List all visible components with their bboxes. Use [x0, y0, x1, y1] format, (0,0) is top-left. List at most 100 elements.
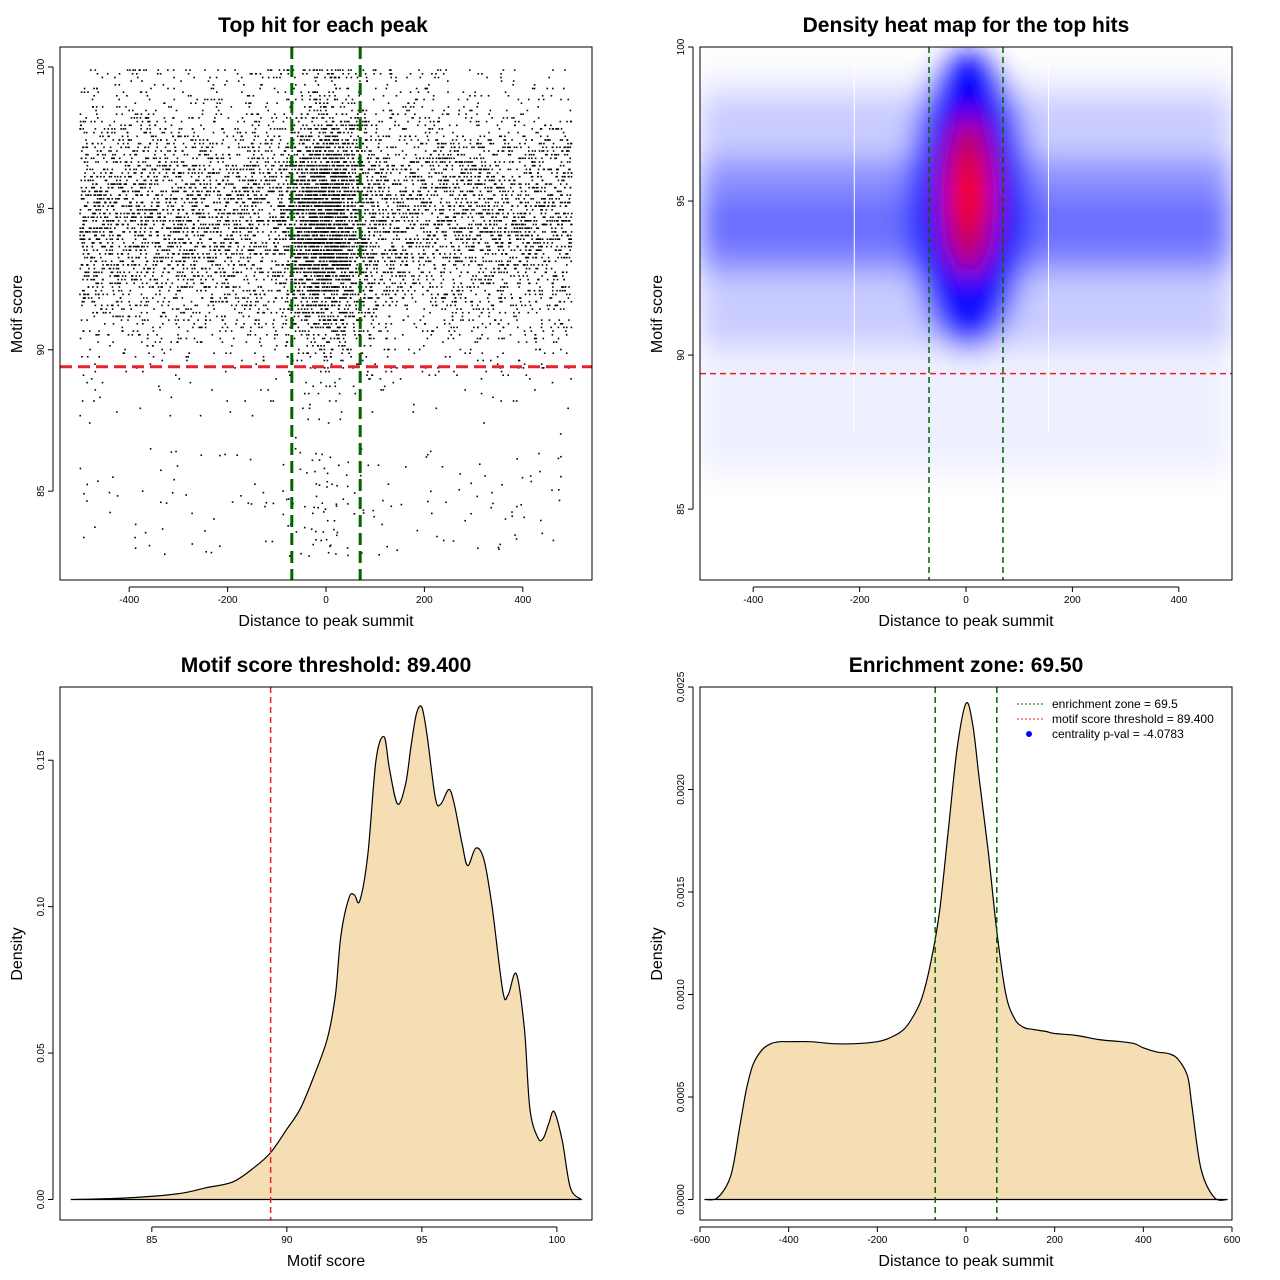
scatter-point: [82, 289, 84, 292]
scatter-point: [393, 198, 395, 200]
scatter-point: [231, 501, 234, 503]
scatter-point: [219, 168, 221, 171]
scatter-point: [111, 249, 114, 251]
scatter-point: [106, 198, 109, 200]
scatter-point: [295, 117, 298, 119]
scatter-point: [222, 153, 224, 156]
scatter-point: [311, 293, 314, 296]
scatter-point: [89, 231, 91, 233]
scatter-point: [567, 201, 569, 204]
scatter-point: [84, 175, 86, 178]
scatter-point: [335, 245, 338, 248]
scatter-point: [287, 264, 290, 266]
scatter-point: [247, 282, 250, 285]
scatter-point: [340, 183, 343, 185]
scatter-point: [199, 183, 202, 185]
scatter-point: [85, 186, 87, 189]
scatter-point: [308, 69, 311, 71]
scatter-point: [298, 245, 301, 248]
scatter-point: [116, 179, 118, 182]
scatter-point: [260, 117, 262, 119]
scatter-point: [332, 117, 334, 119]
scatter-point: [555, 293, 557, 296]
scatter-point: [301, 267, 304, 270]
scatter-point: [139, 183, 142, 185]
scatter-point: [542, 161, 544, 163]
scatter-point: [116, 161, 118, 163]
scatter-point: [289, 172, 291, 174]
scatter-point: [527, 256, 530, 259]
scatter-point: [347, 87, 350, 90]
scatter-point: [287, 267, 289, 270]
scatter-point: [192, 253, 194, 255]
scatter-point: [306, 73, 308, 75]
scatter-point: [469, 120, 472, 123]
scatter-point: [373, 267, 375, 270]
scatter-point: [112, 183, 115, 185]
scatter-point: [106, 264, 108, 266]
scatter-point: [524, 334, 526, 336]
scatter-point: [477, 227, 479, 229]
scatter-point: [541, 205, 544, 207]
scatter-point: [179, 245, 182, 248]
scatter-point: [470, 245, 473, 248]
scatter-point: [371, 227, 374, 229]
scatter-point: [278, 289, 280, 292]
scatter-point: [441, 128, 444, 130]
scatter-point: [307, 161, 309, 163]
scatter-point: [329, 212, 332, 215]
scatter-point: [496, 153, 498, 156]
scatter-point: [316, 278, 318, 281]
scatter-point: [561, 286, 564, 288]
scatter-point: [483, 198, 486, 200]
scatter-point: [175, 275, 178, 277]
scatter-point: [138, 286, 141, 288]
scatter-point: [453, 264, 455, 266]
scatter-point: [100, 186, 102, 189]
scatter-point: [518, 120, 520, 123]
scatter-point: [255, 201, 257, 204]
scatter-point: [535, 348, 537, 351]
scatter-point: [344, 190, 347, 193]
scatter-point: [399, 135, 402, 138]
scatter-point: [375, 113, 377, 115]
scatter-point: [467, 216, 470, 218]
scatter-point: [96, 87, 98, 90]
scatter-point: [458, 227, 461, 229]
scatter-point: [107, 220, 110, 222]
scatter-point: [327, 245, 330, 248]
scatter-point: [280, 73, 282, 75]
scatter-point: [190, 175, 193, 178]
scatter-point: [201, 146, 203, 149]
scatter-point: [561, 271, 564, 274]
scatter-point: [401, 128, 404, 130]
scatter-point: [454, 234, 457, 237]
scatter-point: [176, 161, 178, 163]
scatter-point: [555, 128, 557, 130]
scatter-point: [443, 220, 446, 222]
scatter-point: [293, 212, 295, 215]
scatter-point: [219, 253, 222, 255]
scatter-point: [326, 227, 328, 229]
scatter-point: [110, 304, 113, 307]
scatter-point: [472, 242, 475, 244]
scatter-point: [449, 227, 451, 229]
scatter-point: [422, 179, 425, 182]
scatter-point: [134, 536, 136, 539]
scatter-point: [440, 198, 443, 200]
scatter-point: [128, 205, 130, 207]
scatter-point: [146, 311, 148, 314]
scatter-point: [187, 168, 190, 171]
scatter-point: [537, 168, 540, 171]
scatter-point: [551, 242, 553, 244]
scatter-point: [320, 348, 323, 351]
scatter-point: [546, 153, 548, 156]
scatter-point: [538, 245, 540, 248]
scatter-point: [338, 345, 340, 347]
scatter-point: [340, 260, 343, 263]
scatter-point: [542, 231, 544, 233]
scatter-point: [249, 179, 252, 182]
scatter-point: [162, 164, 164, 167]
scatter-point: [243, 227, 246, 229]
scatter-point: [214, 242, 217, 244]
